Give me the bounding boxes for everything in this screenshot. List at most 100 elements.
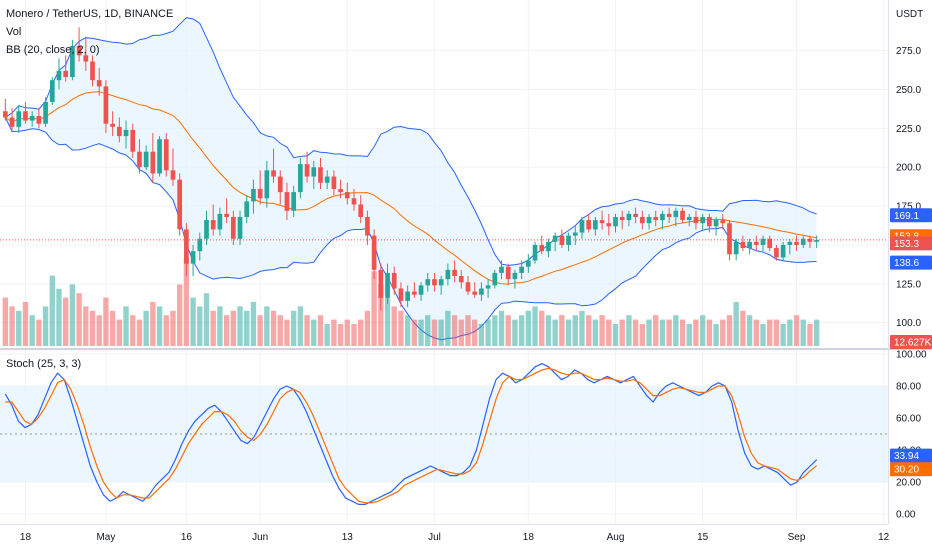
volume-bar — [358, 319, 364, 346]
candle-body — [438, 279, 444, 286]
candle-body — [264, 170, 270, 199]
candle-body — [49, 80, 55, 102]
volume-bar — [485, 319, 491, 346]
candle-body — [311, 167, 317, 177]
candlesticks[interactable] — [3, 27, 819, 311]
candle-body — [358, 204, 364, 217]
volume-bar — [639, 324, 646, 346]
volume-bar — [773, 319, 780, 346]
bb-basis-line — [5, 91, 817, 285]
candle-body — [626, 213, 632, 221]
currency-label: USDT — [896, 9, 923, 20]
candle-body — [291, 192, 297, 211]
volume-bar — [585, 315, 592, 346]
price-tick-label: 125.0 — [896, 279, 921, 290]
candle-body — [398, 288, 404, 301]
candle-body — [130, 129, 136, 152]
candle-body — [686, 216, 692, 221]
symbol-legend[interactable]: Monero / TetherUS, 1D, BINANCE — [6, 8, 174, 20]
candle-body — [740, 241, 746, 249]
volume-bar — [606, 319, 612, 346]
candle-body — [378, 269, 384, 298]
volume-bar — [371, 271, 377, 346]
volume-bar — [465, 315, 471, 346]
candle-body — [606, 223, 612, 227]
volume-bar — [297, 306, 304, 346]
candle-body — [774, 248, 779, 258]
volume-bar — [277, 315, 283, 346]
volume-legend[interactable]: Vol — [6, 26, 22, 38]
volume-bar — [599, 315, 605, 346]
volume-bar — [767, 319, 773, 346]
candle-body — [43, 101, 48, 124]
volume-bar — [237, 306, 243, 346]
volume-bar — [472, 319, 478, 346]
volume-bar — [706, 319, 713, 346]
price-tick-label: 275.0 — [896, 46, 921, 57]
candle-body — [800, 238, 806, 245]
candle-body — [619, 216, 625, 221]
last-price-badge-bg — [890, 236, 932, 251]
volume-bar — [619, 319, 625, 346]
candle-body — [143, 151, 149, 168]
candle-body — [204, 220, 209, 239]
time-tick-label: 16 — [181, 532, 193, 543]
time-axis[interactable]: 18 May 16 Jun 13 Jul 18 Aug 15 Sep 12 — [20, 532, 890, 543]
volume-bar — [284, 319, 290, 346]
bb-upper-line — [5, 17, 817, 266]
volume-bar — [22, 302, 29, 346]
volume-bar — [83, 306, 89, 346]
volume-bar — [183, 258, 190, 346]
candle-body — [210, 220, 216, 230]
candle-body — [103, 86, 109, 124]
volume-bar — [545, 315, 552, 346]
volume-bar — [203, 293, 210, 346]
candle-body — [639, 216, 645, 224]
bb-upper-badge-bg — [890, 208, 932, 223]
volume-bar — [404, 315, 411, 346]
candle-body — [217, 213, 223, 230]
volume-bar — [384, 297, 391, 346]
candle-body — [123, 129, 129, 137]
candle-body — [552, 235, 558, 242]
candle-body — [633, 213, 638, 217]
volume-bar — [632, 319, 639, 346]
candle-body — [753, 241, 759, 245]
candle-body — [499, 266, 504, 273]
candle-body — [546, 241, 551, 252]
time-tick-label: Jun — [252, 532, 268, 543]
volume-bar — [740, 310, 746, 346]
volume-bar — [579, 310, 585, 346]
candle-body — [83, 55, 89, 62]
bb-legend[interactable]: BB (20, close, 2, 0) — [6, 44, 100, 56]
volume-bar — [170, 310, 176, 346]
volume-bar — [445, 310, 451, 346]
volume-bar — [559, 315, 565, 346]
price-axis[interactable]: USDT100.0125.0150.0175.0200.0225.0250.02… — [896, 9, 923, 329]
bb-lower-badge-bg — [890, 255, 932, 270]
volume-bar — [63, 297, 69, 346]
volume-bar — [210, 310, 216, 346]
candle-body — [190, 251, 196, 264]
candle-body — [331, 176, 337, 189]
volume-bar — [190, 297, 196, 346]
time-tick-label: May — [96, 532, 115, 543]
volume-bar — [337, 324, 344, 346]
volume-badge: 12.627K — [894, 338, 932, 349]
bb-lower-line — [4, 117, 817, 341]
candle-body — [566, 235, 571, 245]
price-tick-label: 225.0 — [896, 124, 921, 135]
candle-body — [660, 213, 665, 221]
time-tick-label: 15 — [697, 532, 709, 543]
candle-body — [3, 111, 8, 118]
volume-bar — [257, 315, 263, 346]
candle-body — [23, 111, 28, 121]
stoch-tick-label: 100.00 — [896, 350, 927, 361]
volume-bar — [699, 315, 706, 346]
stoch-legend[interactable]: Stoch (25, 3, 3) — [6, 358, 82, 370]
volume-bar — [438, 319, 444, 346]
volume-bar — [418, 319, 424, 346]
volume-bar — [197, 306, 203, 346]
